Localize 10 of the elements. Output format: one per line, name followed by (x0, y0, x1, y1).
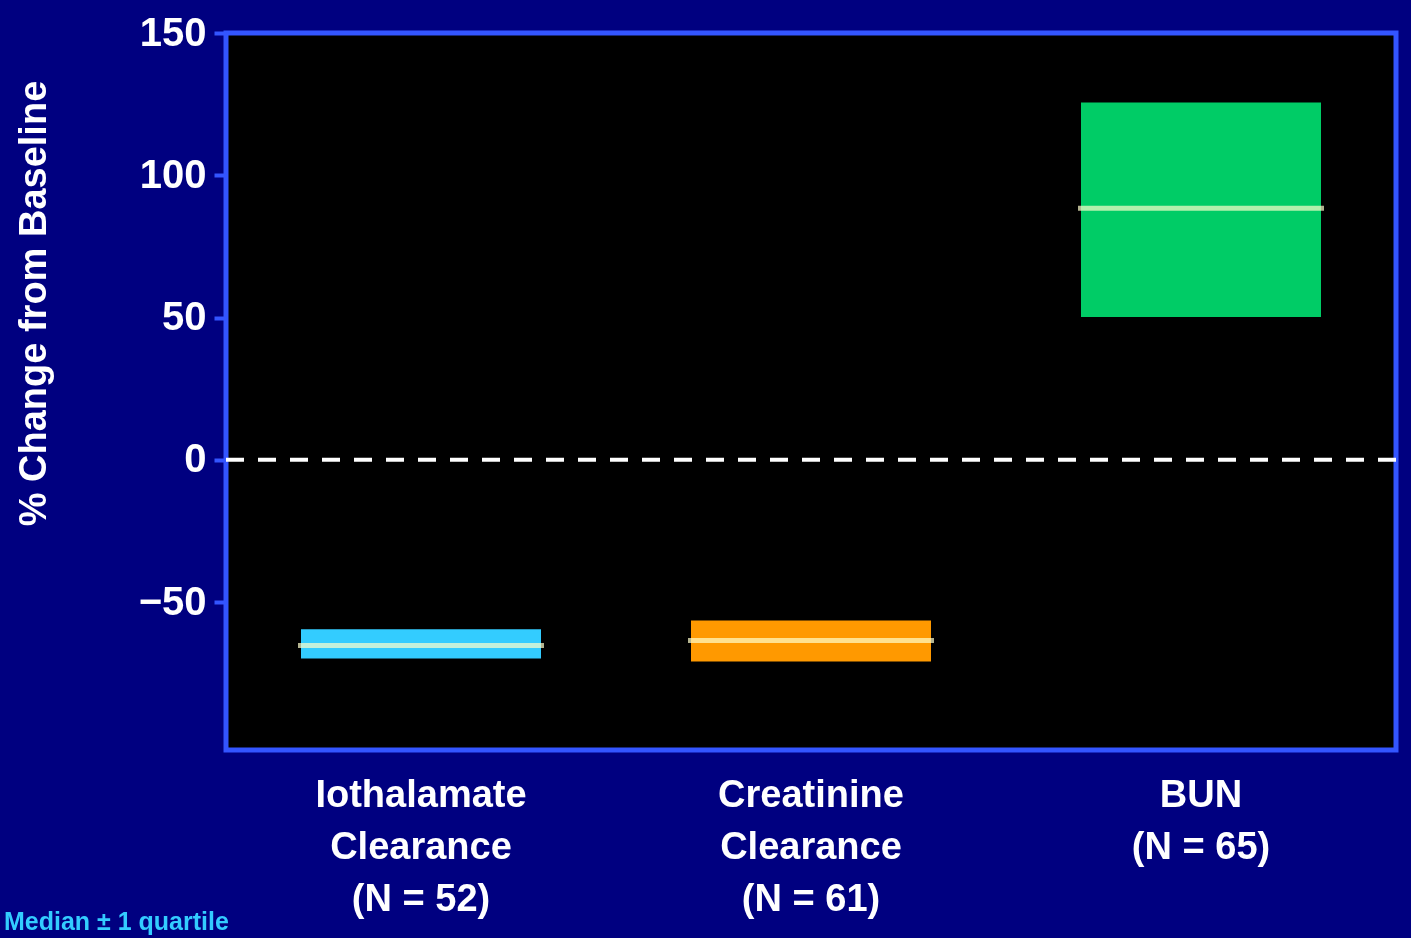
y-tick-label: 100 (139, 151, 207, 196)
x-tick-label: BUN (N = 65) (1131, 772, 1271, 867)
x-tick-label: Creatinine Clearance (N = 61) (718, 772, 904, 919)
y-tick-label: 0 (184, 436, 207, 481)
text: Median ± 1 quartile (4, 907, 229, 936)
y-tick-label: 50 (162, 294, 207, 339)
y-tick-label: 150 (139, 9, 207, 54)
y-axis-title: % Change from Baseline (11, 80, 54, 527)
y-tick-label: −50 (138, 578, 207, 623)
x-tick-label: Iothalamate Clearance (N = 52) (315, 772, 527, 919)
